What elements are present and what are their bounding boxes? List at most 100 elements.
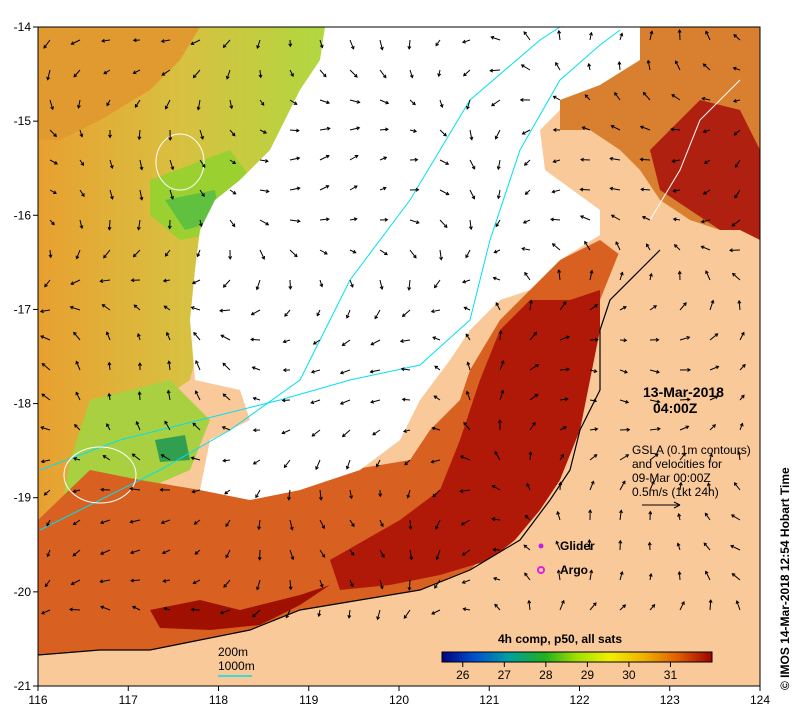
velocity-arrow-icon — [529, 363, 540, 371]
velocity-arrow-icon — [529, 421, 536, 431]
velocity-arrow-icon — [402, 429, 411, 433]
velocity-arrow-icon — [492, 276, 501, 281]
velocity-arrow-icon — [222, 39, 231, 49]
velocity-arrow-icon — [319, 249, 328, 255]
velocity-arrow-icon — [75, 360, 81, 371]
velocity-arrow-icon — [370, 339, 381, 346]
velocity-arrow-icon — [642, 91, 651, 101]
velocity-arrow-icon — [709, 299, 715, 311]
velocity-arrow-icon — [494, 603, 501, 611]
velocity-arrow-icon — [460, 519, 471, 526]
velocity-arrow-icon — [469, 159, 476, 170]
velocity-arrow-icon — [619, 480, 626, 491]
velocity-arrow-icon — [671, 159, 681, 164]
colorbar-title: 4h comp, p50, all sats — [498, 632, 622, 646]
velocity-arrow-icon — [679, 601, 685, 611]
velocity-arrow-icon — [39, 309, 51, 314]
velocity-arrow-icon — [730, 544, 741, 551]
velocity-arrow-icon — [677, 29, 682, 41]
velocity-arrow-icon — [76, 99, 81, 109]
velocity-arrow-icon — [670, 127, 681, 132]
gsla-contour-2 — [63, 446, 137, 504]
velocity-arrow-icon — [252, 459, 261, 465]
velocity-arrow-icon — [700, 219, 711, 224]
velocity-arrow-icon — [439, 99, 444, 108]
velocity-arrow-icon — [49, 189, 57, 194]
velocity-arrow-icon — [101, 38, 111, 43]
velocity-arrow-icon — [229, 159, 237, 165]
glider-marker — [538, 543, 544, 549]
velocity-arrow-icon — [40, 335, 51, 341]
velocity-arrow-icon — [48, 249, 53, 259]
velocity-arrow-icon — [579, 187, 591, 192]
velocity-arrow-icon — [649, 399, 661, 404]
y-tick-label: -21 — [14, 679, 32, 693]
velocity-arrow-icon — [619, 509, 623, 521]
velocity-arrow-icon — [349, 99, 361, 104]
velocity-arrow-icon — [219, 609, 231, 615]
x-tick-label: 117 — [119, 693, 138, 707]
velocity-arrow-icon — [556, 510, 561, 521]
isobath-1000m — [39, 27, 561, 531]
velocity-arrow-icon — [678, 481, 683, 491]
depth-legend-200m: 200m — [218, 645, 248, 659]
velocity-arrow-icon — [160, 519, 171, 525]
velocity-arrow-icon — [46, 519, 51, 527]
velocity-arrow-icon — [73, 69, 81, 78]
velocity-arrow-icon — [222, 362, 231, 371]
velocity-arrow-icon — [289, 249, 298, 258]
velocity-arrow-icon — [550, 217, 561, 222]
velocity-arrow-icon — [439, 129, 447, 137]
velocity-arrow-icon — [557, 269, 562, 281]
velocity-arrow-icon — [462, 279, 471, 284]
velocity-arrow-icon — [527, 599, 532, 611]
velocity-arrow-icon — [79, 129, 84, 138]
velocity-arrow-icon — [431, 609, 441, 615]
velocity-arrow-icon — [107, 392, 112, 401]
velocity-arrow-icon — [524, 572, 531, 581]
velocity-arrow-icon — [312, 339, 321, 345]
velocity-arrow-icon — [619, 399, 630, 404]
velocity-arrow-icon — [469, 189, 476, 200]
velocity-arrow-icon — [463, 69, 471, 77]
velocity-arrow-icon — [44, 579, 51, 588]
velocity-arrow-icon — [319, 579, 324, 588]
velocity-arrow-icon — [259, 129, 268, 134]
velocity-arrow-icon — [407, 579, 412, 591]
velocity-arrow-icon — [703, 159, 711, 165]
velocity-arrow-icon — [225, 519, 231, 528]
velocity-arrow-icon — [349, 69, 358, 78]
depth-legend-1000m: 1000m — [218, 659, 255, 673]
scale-arrow-icon — [642, 501, 681, 509]
x-tick-label: 123 — [660, 693, 680, 707]
sst-northeast-hot — [650, 100, 760, 240]
velocity-arrow-icon — [619, 338, 628, 343]
velocity-arrow-icon — [130, 278, 141, 283]
velocity-arrow-icon — [465, 390, 471, 401]
velocity-arrow-icon — [490, 35, 501, 41]
velocity-arrow-icon — [639, 157, 651, 162]
velocity-arrow-icon — [524, 514, 531, 521]
info-line-2: and velocities for — [632, 457, 722, 471]
velocity-arrow-icon — [379, 579, 384, 590]
velocity-arrow-icon — [379, 549, 385, 558]
velocity-arrow-icon — [677, 270, 682, 281]
velocity-arrow-icon — [192, 69, 201, 79]
velocity-arrow-icon — [579, 215, 591, 221]
velocity-arrow-icon — [589, 31, 593, 41]
velocity-arrow-icon — [437, 69, 442, 78]
velocity-arrow-icon — [704, 570, 711, 581]
velocity-arrow-icon — [349, 217, 358, 222]
velocity-arrow-icon — [251, 366, 261, 371]
velocity-arrow-icon — [259, 219, 270, 226]
velocity-arrow-icon — [372, 429, 381, 436]
info-line-4: 0.5m/s (1kt 24h) — [632, 485, 719, 499]
velocity-arrow-icon — [131, 453, 141, 461]
x-tick-label: 124 — [750, 693, 770, 707]
velocity-arrow-icon — [199, 219, 203, 228]
velocity-arrow-icon — [649, 427, 661, 431]
velocity-arrow-icon — [499, 389, 505, 401]
velocity-arrow-icon — [551, 189, 561, 194]
velocity-arrow-icon — [252, 396, 261, 401]
velocity-arrow-icon — [193, 331, 201, 341]
